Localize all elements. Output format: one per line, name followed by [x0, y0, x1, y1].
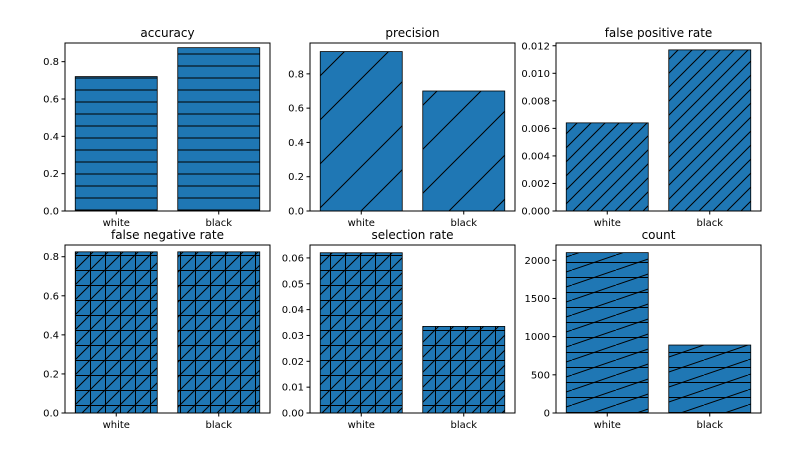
x-tick-label: white	[348, 218, 375, 229]
y-tick-label: 0.0	[43, 207, 59, 218]
y-tick-label: 0.4	[288, 138, 304, 149]
subplot-selection-rate: selection rate white black 0.00 0.01 0.02 0.03…	[282, 228, 516, 431]
y-tick-label: 0.6	[43, 291, 59, 302]
y-tick-label: 0.6	[288, 104, 304, 115]
y-tick-label: 0.004	[521, 151, 550, 162]
subplot-title: false negative rate	[111, 228, 224, 242]
x-tick-label: black	[450, 218, 477, 229]
y-tick-label: 0.006	[521, 124, 550, 135]
y-tick-label: 0.05	[282, 279, 304, 290]
axes-frame	[309, 42, 516, 212]
y-tick-label: 0.8	[288, 69, 304, 80]
bar-black	[177, 251, 261, 414]
y-tick-label: 0.03	[282, 331, 304, 342]
y-tick-label: 0.8	[43, 252, 59, 263]
x-tick-label: black	[205, 218, 232, 229]
y-tick-label: 0.4	[43, 132, 59, 143]
y-tick-label: 0.2	[43, 369, 59, 380]
subplot-accuracy: accuracy white black 0.0 0.2 0.4 0.6 0.8	[43, 26, 271, 229]
subplot-title: selection rate	[371, 228, 453, 242]
y-tick-label: 0.2	[288, 172, 304, 183]
y-tick-label: 0.2	[43, 169, 59, 180]
y-tick-label: 0.01	[282, 383, 304, 394]
subplot-title: accuracy	[140, 26, 194, 40]
bar-white	[74, 76, 158, 212]
x-tick-label: white	[348, 420, 375, 431]
bar-black	[668, 344, 752, 414]
y-tick-label: 1000	[525, 332, 550, 343]
subplot-precision: precision white black 0.0 0.2 0.4 0.6 0.8	[288, 26, 516, 229]
y-tick-label: 0.0	[288, 207, 304, 218]
axes-frame	[309, 244, 516, 414]
x-tick-label: white	[103, 420, 130, 431]
y-tick-label: 0.008	[521, 96, 550, 107]
x-tick-label: black	[696, 218, 723, 229]
x-tick-label: black	[205, 420, 232, 431]
bar-white	[565, 252, 649, 414]
bar-white	[319, 51, 403, 212]
subplot-false-positive-rate: false positive rate white black 0.000 0.002 0…	[521, 26, 762, 229]
x-tick-label: white	[594, 218, 621, 229]
y-tick-label: 0.000	[521, 207, 550, 218]
y-tick-label: 0.02	[282, 357, 304, 368]
x-tick-label: white	[594, 420, 621, 431]
bar-white	[565, 122, 649, 212]
y-tick-label: 500	[531, 370, 550, 381]
y-tick-label: 0	[544, 409, 550, 420]
subplot-title: false positive rate	[605, 26, 713, 40]
y-tick-label: 0.012	[521, 41, 550, 52]
y-tick-label: 1500	[525, 294, 550, 305]
axes-frame	[555, 244, 762, 414]
x-tick-label: black	[450, 420, 477, 431]
x-tick-label: black	[696, 420, 723, 431]
x-tick-label: white	[103, 218, 130, 229]
bar-black	[422, 326, 506, 414]
subplot-false-negative-rate: false negative rate white black 0.0 0.2 0.4 0.…	[43, 228, 271, 431]
y-tick-label: 0.010	[521, 69, 550, 80]
subplot-count: count white black 0 500 1000 1500 2000	[525, 228, 762, 431]
y-tick-label: 0.0	[43, 409, 59, 420]
subplot-title: count	[642, 228, 676, 242]
subplot-title: precision	[385, 26, 439, 40]
y-tick-label: 0.8	[43, 57, 59, 68]
y-tick-label: 2000	[525, 256, 550, 267]
bar-black	[177, 47, 261, 212]
bar-black	[422, 90, 506, 212]
axes-frame	[555, 42, 762, 212]
y-tick-label: 0.4	[43, 330, 59, 341]
bar-white	[319, 252, 403, 414]
y-tick-label: 0.06	[282, 253, 304, 264]
bar-white	[74, 251, 158, 414]
y-tick-label: 0.002	[521, 179, 550, 190]
bar-black	[668, 49, 752, 212]
axes-frame	[64, 244, 271, 414]
axes-frame	[64, 42, 271, 212]
y-tick-label: 0.00	[282, 409, 304, 420]
y-tick-label: 0.04	[282, 305, 304, 316]
y-tick-label: 0.6	[43, 95, 59, 106]
